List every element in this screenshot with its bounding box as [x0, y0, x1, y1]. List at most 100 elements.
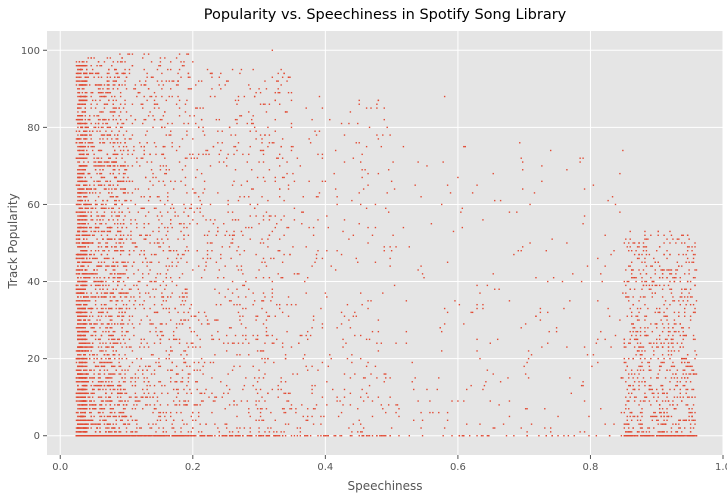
scatter-point	[88, 393, 89, 394]
scatter-point	[90, 296, 91, 297]
scatter-point	[101, 65, 102, 66]
scatter-point	[117, 223, 118, 224]
scatter-point	[158, 358, 159, 359]
scatter-point	[79, 358, 80, 359]
scatter-point	[85, 343, 86, 344]
scatter-point	[85, 92, 86, 93]
scatter-point	[251, 123, 252, 124]
scatter-point	[105, 343, 106, 344]
scatter-point	[77, 420, 78, 421]
scatter-point	[102, 250, 103, 251]
scatter-point	[146, 389, 147, 390]
scatter-point	[82, 115, 83, 116]
scatter-point	[170, 181, 171, 182]
scatter-point	[89, 262, 90, 263]
scatter-point	[98, 339, 99, 340]
scatter-point	[104, 104, 105, 105]
scatter-point	[86, 262, 87, 263]
scatter-point	[149, 181, 150, 182]
scatter-point	[85, 138, 86, 139]
scatter-point	[360, 335, 361, 336]
scatter-point	[80, 115, 81, 116]
scatter-point	[170, 223, 171, 224]
scatter-point	[154, 296, 155, 297]
scatter-point	[164, 289, 165, 290]
scatter-point	[92, 235, 93, 236]
scatter-point	[232, 235, 233, 236]
scatter-point	[117, 181, 118, 182]
scatter-point	[98, 184, 99, 185]
scatter-point	[170, 69, 171, 70]
scatter-point	[90, 215, 91, 216]
scatter-point	[263, 219, 264, 220]
scatter-point	[316, 196, 317, 197]
scatter-point	[113, 427, 114, 428]
scatter-point	[92, 100, 93, 101]
scatter-point	[226, 423, 227, 424]
scatter-point	[111, 196, 112, 197]
scatter-point	[188, 53, 189, 54]
scatter-point	[136, 161, 137, 162]
scatter-point	[89, 319, 90, 320]
scatter-point	[223, 223, 224, 224]
scatter-point	[155, 146, 156, 147]
scatter-point	[85, 246, 86, 247]
scatter-point	[163, 435, 164, 436]
scatter-point	[198, 154, 199, 155]
scatter-point	[80, 177, 81, 178]
scatter-point	[116, 308, 117, 309]
scatter-point	[149, 196, 150, 197]
scatter-point	[160, 211, 161, 212]
scatter-point	[248, 435, 249, 436]
scatter-point	[278, 389, 279, 390]
scatter-point	[135, 435, 136, 436]
scatter-point	[160, 412, 161, 413]
scatter-point	[110, 412, 111, 413]
scatter-point	[167, 404, 168, 405]
scatter-point	[207, 258, 208, 259]
scatter-point	[117, 250, 118, 251]
scatter-point	[102, 138, 103, 139]
scatter-point	[144, 339, 145, 340]
scatter-point	[105, 350, 106, 351]
scatter-point	[160, 169, 161, 170]
scatter-point	[176, 412, 177, 413]
scatter-point	[79, 377, 80, 378]
scatter-point	[108, 285, 109, 286]
scatter-point	[80, 350, 81, 351]
scatter-point	[90, 65, 91, 66]
scatter-point	[151, 61, 152, 62]
scatter-point	[79, 373, 80, 374]
scatter-point	[356, 258, 357, 259]
scatter-point	[95, 73, 96, 74]
scatter-point	[120, 235, 121, 236]
scatter-point	[83, 242, 84, 243]
scatter-point	[85, 431, 86, 432]
scatter-point	[261, 262, 262, 263]
scatter-point	[186, 366, 187, 367]
scatter-point	[83, 304, 84, 305]
scatter-point	[180, 381, 181, 382]
scatter-point	[141, 146, 142, 147]
scatter-point	[99, 96, 100, 97]
scatter-point	[79, 350, 80, 351]
scatter-point	[261, 435, 262, 436]
scatter-point	[306, 420, 307, 421]
scatter-point	[186, 53, 187, 54]
scatter-point	[79, 396, 80, 397]
scatter-point	[89, 119, 90, 120]
scatter-point	[170, 88, 171, 89]
scatter-point	[129, 396, 130, 397]
scatter-point	[101, 308, 102, 309]
scatter-point	[104, 134, 105, 135]
scatter-point	[77, 88, 78, 89]
scatter-point	[85, 370, 86, 371]
scatter-point	[85, 131, 86, 132]
scatter-point	[79, 269, 80, 270]
scatter-point	[105, 346, 106, 347]
scatter-point	[79, 312, 80, 313]
scatter-point	[77, 92, 78, 93]
scatter-point	[124, 370, 125, 371]
scatter-point	[113, 107, 114, 108]
scatter-point	[99, 65, 100, 66]
